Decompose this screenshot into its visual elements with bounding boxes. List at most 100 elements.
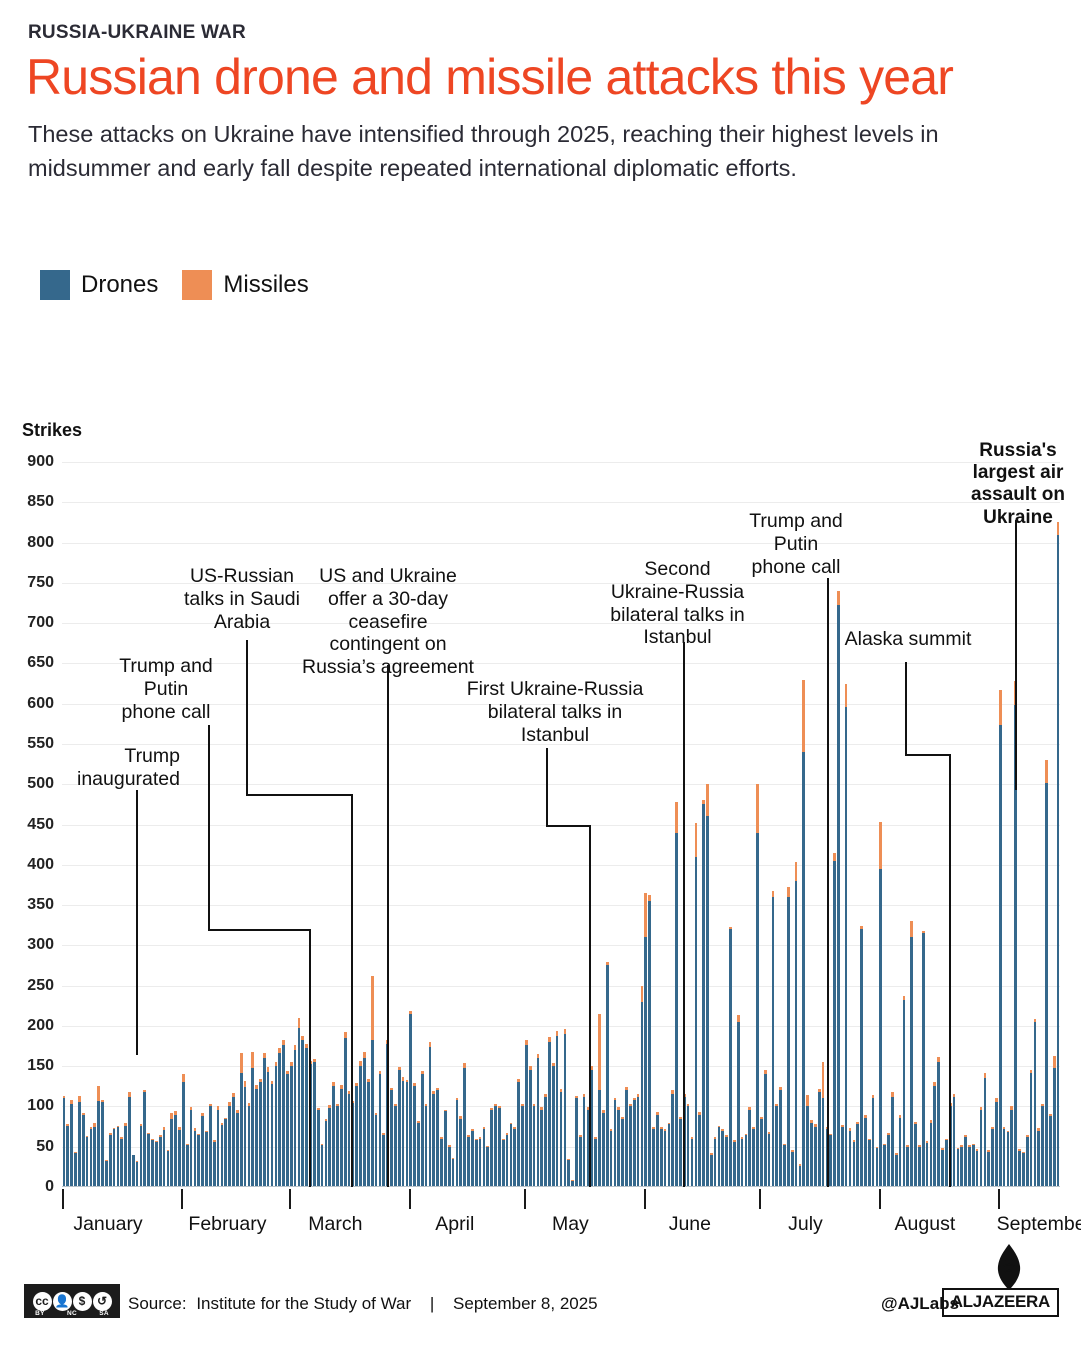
bar-segment-drones [563,1033,567,1187]
bar-segment-drones [941,1149,944,1187]
bar-segment-drones [752,1129,755,1187]
bar-day [602,1110,605,1187]
bar-segment-missiles [979,1107,983,1111]
bar-day [736,1015,740,1187]
bar-day [170,1112,174,1187]
bar-segment-missiles [235,1110,239,1113]
bar-segment-missiles [151,1139,154,1141]
bar-segment-drones [232,1096,235,1187]
bar-segment-drones [1052,1067,1056,1187]
bar-segment-drones [128,1096,131,1187]
bar-segment-drones [486,1146,490,1187]
bar-segment-missiles [998,690,1002,725]
bar-segment-drones [197,1135,201,1187]
bar-segment-missiles [424,1104,428,1107]
bar-day [829,1133,833,1187]
bar-segment-drones [116,1127,120,1187]
bar-segment-missiles [1018,1149,1021,1151]
bar-day [790,1149,794,1187]
bar-segment-missiles [894,1153,898,1155]
bar-segment-drones [879,868,883,1187]
bar-segment-drones [166,1150,170,1187]
annotation-leader-line [546,748,591,1187]
bar-segment-missiles [1037,1128,1041,1131]
bar-segment-missiles [760,1116,763,1120]
x-axis-tick [181,1189,184,1209]
bar-day [131,1154,135,1187]
bar-segment-drones [771,897,775,1187]
bar-segment-drones [933,1086,937,1187]
bar-segment-missiles [255,1084,258,1089]
bar-segment-missiles [243,1080,247,1088]
bar-day [991,1126,994,1187]
bar-segment-drones [914,1124,917,1187]
bar-day [582,1094,586,1187]
bar-day [867,1138,871,1187]
bar-day [340,1084,343,1187]
bar-day [205,1130,208,1187]
bar-segment-drones [898,1117,902,1187]
bar-day [478,1137,482,1187]
bar-day [609,1129,613,1187]
bar-segment-drones [139,1125,143,1187]
bar-segment-drones [952,1096,956,1187]
bar-day [725,1135,729,1187]
cc-sa-icon: ↺ [92,1291,112,1311]
bar-day [424,1104,428,1187]
bar-segment-missiles [517,1079,520,1083]
bar-day [147,1133,151,1187]
bar-segment-drones [767,1133,771,1187]
x-axis-tick [62,1189,64,1209]
bar-segment-missiles [444,1109,447,1112]
bar-segment-drones [786,897,790,1187]
gridline [62,502,1060,504]
bar-segment-missiles [528,1066,532,1071]
bar-segment-drones [725,1137,729,1187]
bar-day [709,1153,713,1187]
bar-segment-missiles [733,1140,736,1142]
bar-segment-drones [390,1090,393,1187]
bar-segment-drones [763,1074,767,1187]
bar-segment-missiles [810,1120,813,1123]
bar-segment-drones [505,1134,509,1187]
bar-segment-drones [359,1066,362,1187]
bar-day [517,1079,520,1187]
bar-day [243,1080,247,1187]
bar-segment-drones [455,1100,459,1187]
bar-segment-drones [1006,1132,1010,1187]
y-axis-tick-label: 400 [27,855,54,873]
bar-segment-missiles [374,1112,378,1115]
bar-segment-drones [66,1125,70,1187]
y-axis-tick-label: 350 [27,896,54,914]
bar-segment-drones [717,1127,721,1187]
bar-segment-drones [209,1106,212,1187]
bar-segment-missiles [544,1094,547,1097]
bar-segment-missiles [933,1082,937,1087]
bar-segment-missiles [767,1132,771,1134]
bar-segment-drones [478,1138,482,1187]
bar-day [825,1126,829,1187]
bar-segment-drones [193,1130,197,1187]
bar-day [108,1133,112,1187]
bar-segment-missiles [370,975,374,1041]
x-axis-tick [289,1189,292,1209]
bar-day [185,1143,189,1187]
bar-segment-missiles [840,1124,844,1127]
bar-day [636,1094,640,1187]
bar-segment-drones [255,1088,258,1187]
bar-segment-missiles [189,1107,193,1110]
bar-day [663,1129,667,1187]
bar-day [220,1122,224,1187]
bar-day [655,1112,659,1187]
bar-segment-missiles [436,1087,440,1091]
bar-day [432,1091,436,1187]
bar-day [112,1128,116,1187]
bar-day [197,1133,201,1187]
bar-day [671,1090,675,1187]
bar-segment-missiles [509,1122,513,1125]
bar-segment-missiles [116,1125,120,1128]
bar-segment-drones [1002,1129,1006,1187]
bar-segment-missiles [393,1104,397,1107]
bar-segment-missiles [405,1079,409,1083]
bar-segment-missiles [655,1112,659,1115]
